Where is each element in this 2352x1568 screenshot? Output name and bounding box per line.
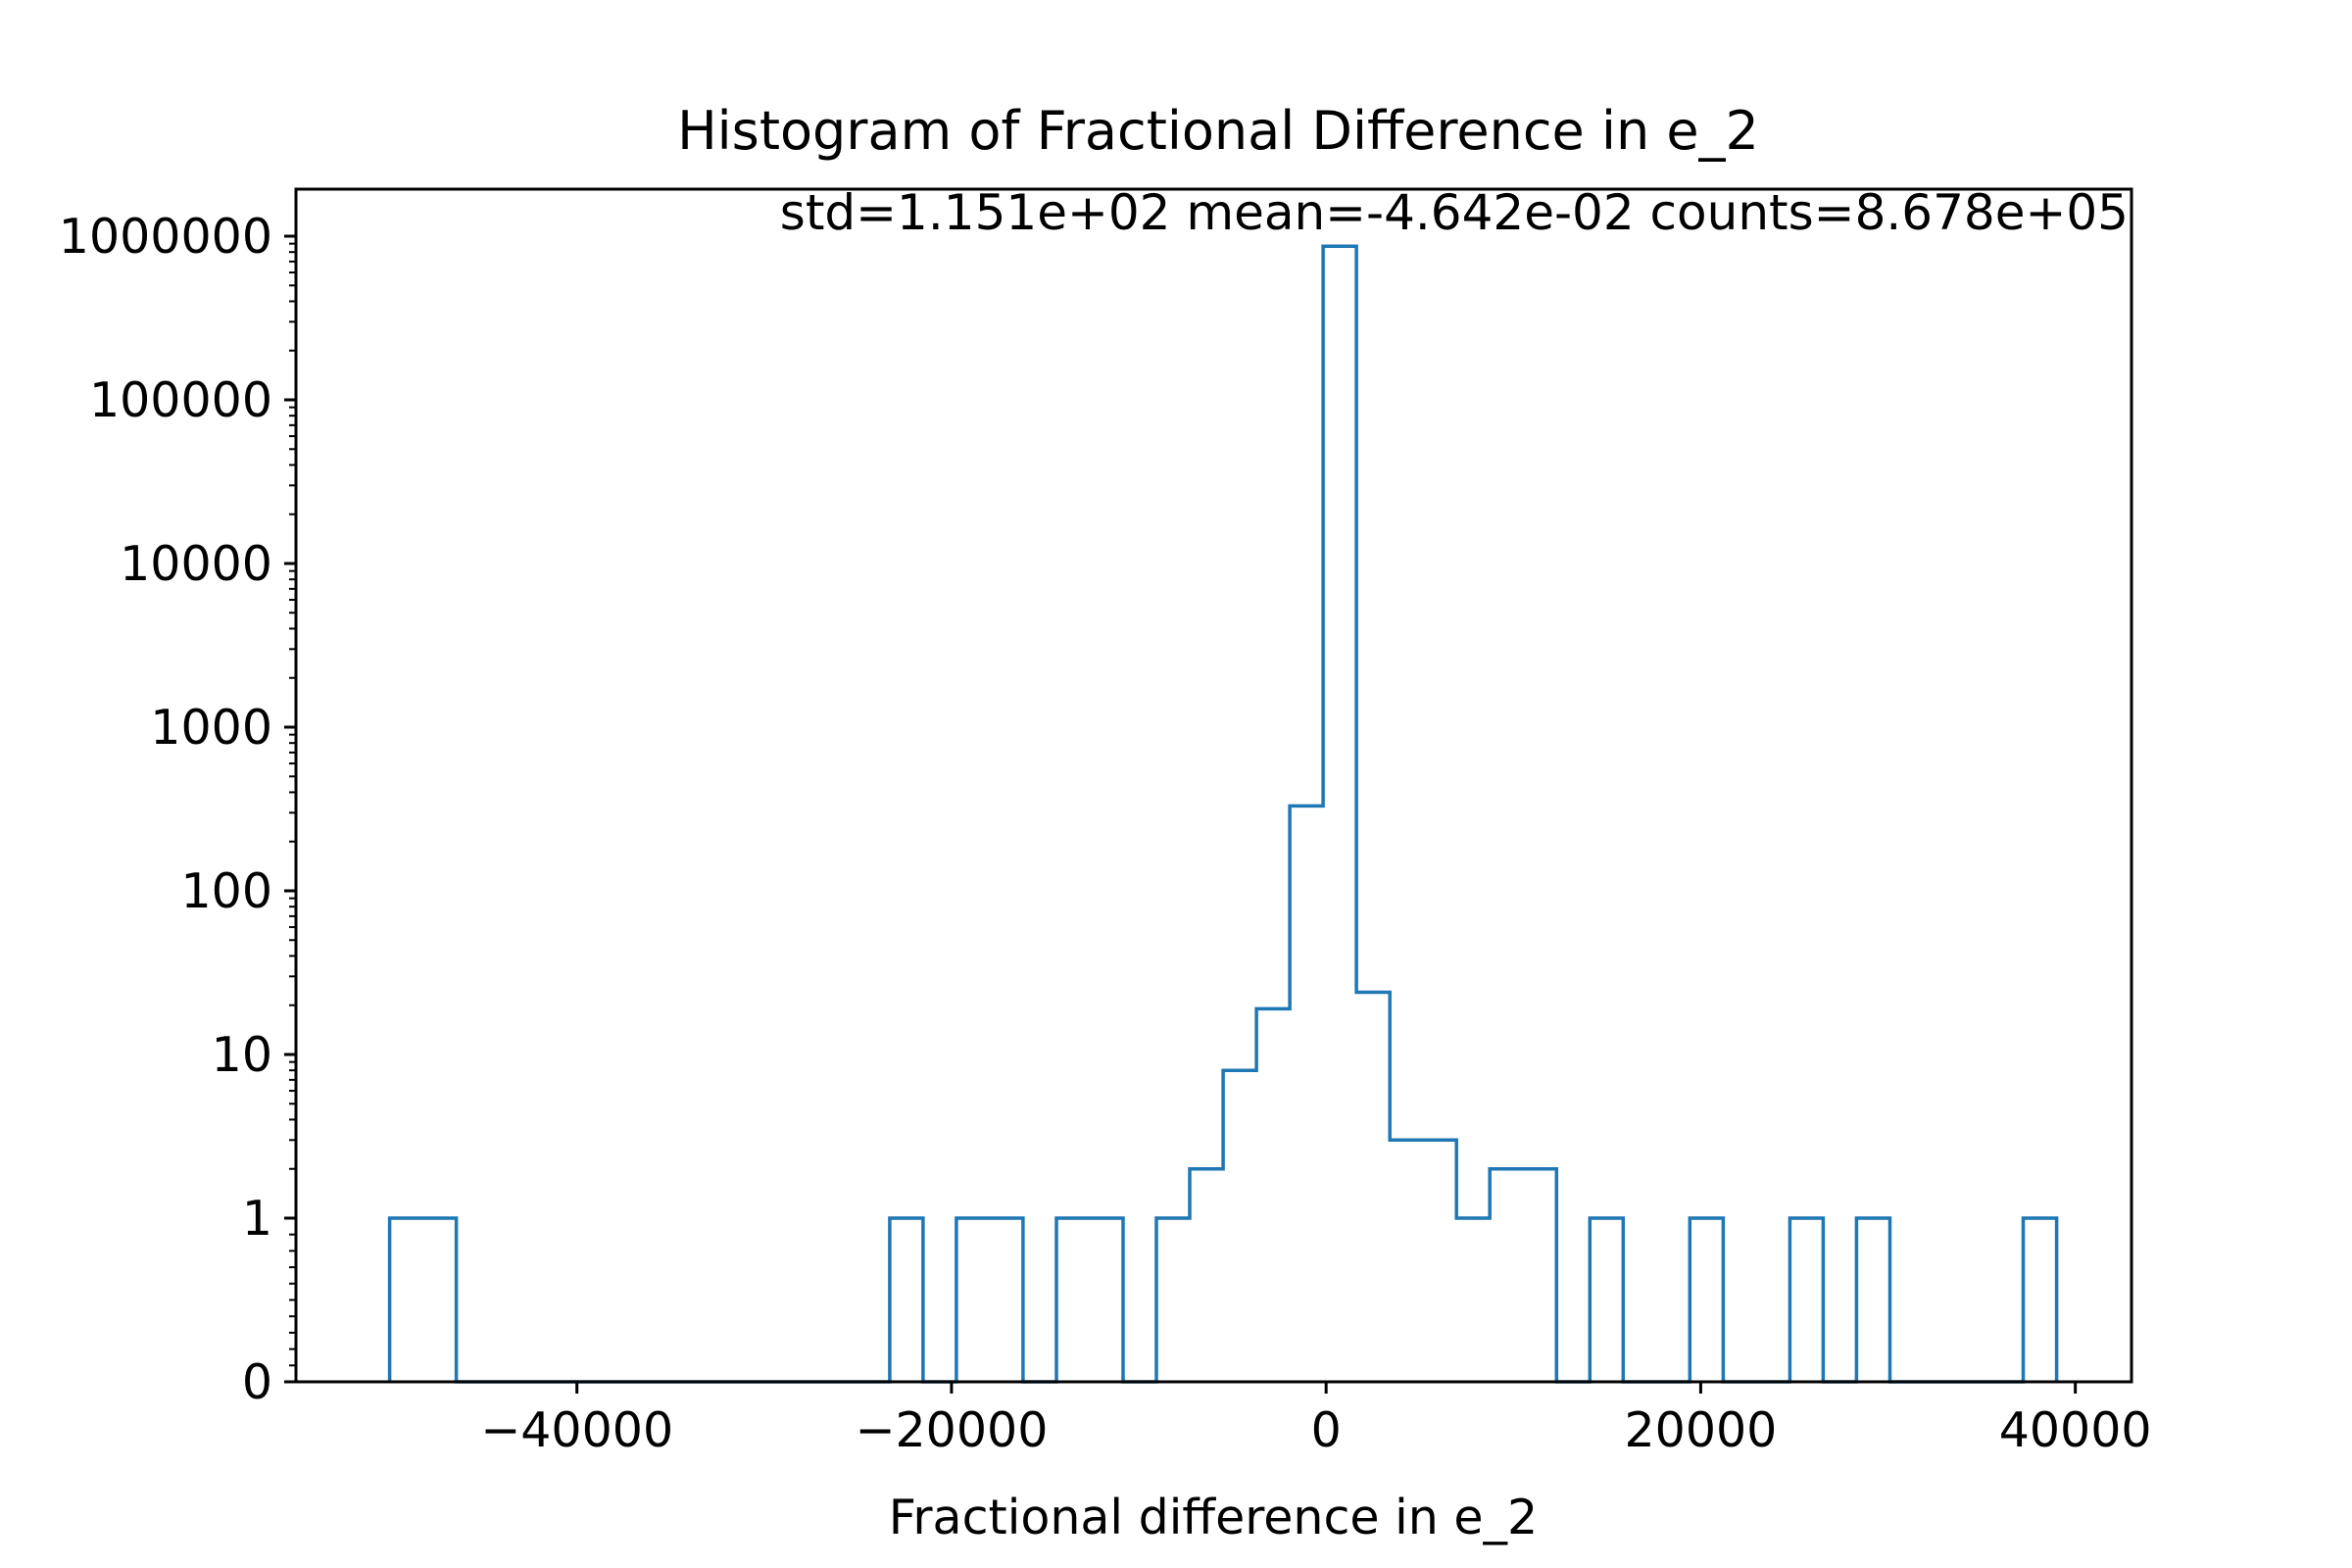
y-tick-label: 100 — [180, 863, 272, 919]
x-tick-label: −40000 — [480, 1402, 673, 1458]
y-axis-ticks: 0 1 10 100 1000 10000 100000 1000000 — [59, 209, 296, 1410]
axes-frame — [294, 187, 2133, 1384]
x-tick-label: −20000 — [855, 1402, 1048, 1458]
x-tick-label: 40000 — [1999, 1402, 2152, 1458]
y-tick-label: 0 — [242, 1354, 272, 1410]
y-tick-label: 1000000 — [59, 209, 272, 265]
x-tick-label: 20000 — [1624, 1402, 1777, 1458]
chart-title: Histogram of Fractional Difference in e_… — [677, 100, 1759, 162]
y-tick-label: 10 — [212, 1027, 272, 1083]
y-tick-label: 1000 — [150, 700, 272, 756]
y-tick-label: 100000 — [89, 372, 272, 428]
x-axis-ticks: −40000 −20000 0 20000 40000 — [480, 1382, 2152, 1458]
y-tick-label: 10000 — [120, 536, 272, 592]
x-axis-label: Fractional difference in e_2 — [889, 1490, 1538, 1545]
y-tick-label: 1 — [242, 1191, 272, 1247]
stats-annotation: std=1.151e+02 mean=-4.642e-02 counts=8.6… — [780, 184, 2129, 241]
x-tick-label: 0 — [1311, 1402, 1342, 1458]
